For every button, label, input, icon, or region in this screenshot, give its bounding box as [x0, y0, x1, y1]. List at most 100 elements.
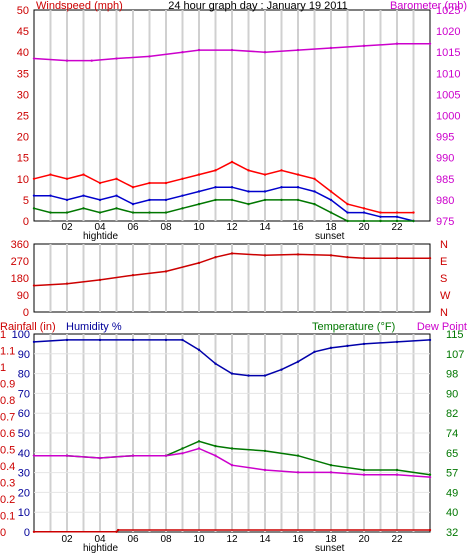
data-point [362, 468, 366, 472]
data-point [230, 464, 234, 467]
data-point [164, 198, 168, 202]
data-point [280, 368, 283, 371]
data-point [395, 219, 399, 223]
data-point [148, 55, 151, 58]
data-point [115, 194, 118, 197]
tick-label: 980 [436, 195, 454, 207]
tick-label: 0.3 [0, 478, 15, 490]
tick-label: 0.1 [0, 511, 15, 523]
data-point [379, 211, 382, 214]
tick-label: W [440, 290, 451, 302]
data-point [296, 186, 300, 189]
data-point [263, 468, 267, 472]
data-point [395, 256, 399, 260]
x-tick-label: 06 [127, 534, 139, 545]
tick-label: 1 [0, 362, 6, 374]
data-point [296, 48, 300, 52]
windspeed-axis-label: Windspeed (mph) [36, 0, 123, 12]
data-point [395, 42, 399, 45]
data-point [247, 190, 250, 193]
x-tick-label: 22 [391, 534, 403, 545]
data-point [313, 202, 316, 206]
data-point [32, 57, 36, 60]
data-point [280, 198, 283, 202]
tick-label: 90 [446, 388, 458, 400]
data-point [313, 350, 316, 354]
data-point [32, 284, 36, 287]
tick-label: 57 [446, 468, 458, 480]
data-point [296, 454, 300, 457]
tick-label: 995 [436, 132, 454, 144]
x-tick-label: 16 [292, 222, 304, 233]
data-point [32, 207, 36, 210]
data-point [247, 169, 250, 172]
data-point [32, 194, 36, 197]
data-point [197, 48, 201, 52]
data-point [313, 190, 316, 193]
data-point [412, 219, 415, 223]
x-tick-label: 14 [259, 534, 271, 545]
tick-label: 1010 [436, 68, 460, 80]
tick-label: 0.5 [0, 445, 15, 457]
data-point [329, 471, 333, 474]
data-point [280, 169, 283, 172]
data-point [362, 256, 366, 260]
series-line-3 [33, 43, 430, 62]
data-point [230, 447, 234, 450]
tick-label: S [440, 273, 447, 285]
tick-label: 0.6 [0, 428, 15, 440]
x-tick-label: 18 [325, 534, 337, 545]
data-point [214, 256, 217, 259]
tick-label: 74 [446, 428, 458, 440]
data-point [181, 177, 184, 180]
tick-label: 107 [446, 349, 464, 361]
data-point [329, 346, 333, 350]
tick-label: 30 [18, 468, 30, 480]
tick-label: 10 [17, 174, 29, 186]
tick-label: 990 [436, 153, 454, 165]
tick-label: 1000 [436, 111, 460, 123]
data-point [346, 344, 349, 348]
data-point [131, 338, 135, 342]
data-point [214, 169, 217, 172]
tick-label: 0.4 [0, 461, 15, 473]
data-point [197, 202, 201, 206]
tick-label: 50 [17, 5, 29, 17]
data-point [82, 173, 85, 176]
data-point [395, 340, 399, 344]
data-point [148, 211, 151, 214]
humidity-tick-labels: 0 10 20 30 40 50 60 70 80 90 100 [12, 329, 30, 539]
wind-chart-title: 24 hour graph day : January 19 2011 [168, 0, 348, 12]
data-point [346, 211, 349, 214]
data-point [395, 211, 399, 214]
x-tick-label: 02 [61, 534, 73, 545]
data-point [98, 211, 102, 214]
data-point [115, 207, 118, 210]
data-point [65, 454, 69, 457]
data-point [181, 194, 184, 197]
tick-label: 115 [446, 329, 464, 341]
x-tick-label: 02 [61, 222, 73, 233]
data-point [346, 202, 349, 206]
tick-label: 10 [18, 507, 30, 519]
data-point [49, 211, 52, 214]
tick-label: 1025 [436, 5, 460, 17]
tick-label: 90 [17, 290, 29, 302]
tick-label: 20 [18, 487, 30, 499]
tick-label: 985 [436, 174, 454, 186]
tick-label: 270 [11, 256, 29, 268]
data-point [49, 194, 52, 197]
tick-label: 100 [12, 329, 30, 341]
data-point [428, 528, 432, 532]
dewpoint-axis-label: Dew Point [417, 321, 467, 333]
data-point [181, 452, 184, 455]
data-point [428, 475, 432, 479]
tick-label: 98 [446, 369, 458, 381]
rainfall-axis-label: Rainfall (in) [0, 321, 56, 333]
tick-label: 0.7 [0, 412, 15, 424]
series-line-1 [34, 186, 414, 222]
direction-degree-labels: 0 90 180 270 360 [11, 239, 29, 319]
data-point [115, 530, 118, 534]
tick-label: 0.8 [0, 395, 15, 407]
